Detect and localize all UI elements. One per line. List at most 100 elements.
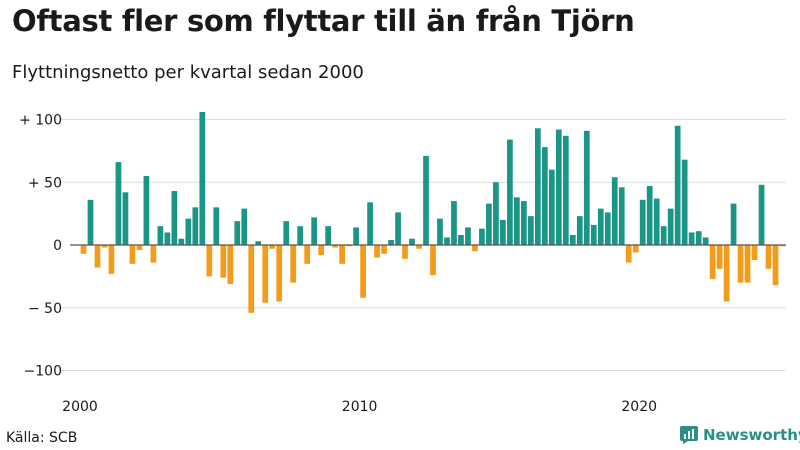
bar	[472, 245, 478, 252]
bar	[702, 237, 709, 245]
bar	[157, 226, 164, 245]
bar	[646, 186, 653, 245]
bar	[779, 245, 786, 247]
bar	[681, 159, 688, 245]
bar	[465, 227, 471, 245]
bar	[458, 234, 464, 245]
bar	[241, 208, 248, 245]
bar	[688, 232, 695, 245]
bar	[430, 245, 436, 276]
bar	[437, 218, 443, 245]
bar	[723, 245, 730, 302]
bar	[115, 162, 122, 245]
bar	[318, 245, 325, 256]
bar	[555, 129, 562, 245]
bar	[248, 245, 255, 313]
bar	[548, 169, 555, 245]
y-tick-label: 0	[53, 238, 62, 254]
bar	[206, 245, 213, 277]
bar	[625, 245, 632, 263]
bar	[660, 226, 667, 245]
bar	[108, 245, 115, 274]
bar	[283, 221, 290, 245]
bar	[639, 199, 646, 245]
bar	[220, 245, 227, 278]
bar	[737, 245, 744, 283]
bars	[80, 111, 786, 313]
source-note: Källa: SCB	[6, 430, 78, 446]
bar	[423, 155, 429, 245]
y-tick-label: + 100	[19, 113, 62, 129]
bar	[611, 177, 618, 245]
bar	[590, 224, 597, 245]
bar	[339, 245, 345, 264]
bar	[653, 198, 660, 245]
bar-chart: + 100 + 50 0 − 50 −100 2000 2010 2020	[19, 111, 786, 415]
bar	[667, 208, 674, 245]
y-tick-label: − 50	[28, 301, 62, 317]
bar	[507, 139, 513, 245]
bar	[199, 111, 206, 245]
bar	[255, 241, 262, 245]
x-tick-label: 2000	[62, 399, 98, 415]
gridlines	[60, 119, 786, 371]
bar	[486, 203, 492, 245]
bar	[604, 212, 611, 245]
bar	[500, 219, 506, 245]
bar	[94, 245, 101, 268]
bar	[716, 245, 723, 269]
bar	[367, 202, 373, 245]
bar	[234, 221, 241, 245]
bar	[744, 245, 751, 283]
bar	[709, 245, 716, 279]
bar	[534, 128, 541, 245]
bar	[772, 245, 779, 286]
bar	[765, 245, 772, 269]
y-tick-label: −100	[24, 364, 62, 380]
x-tick-label: 2010	[342, 399, 378, 415]
bar	[583, 130, 590, 245]
bar	[332, 245, 338, 248]
bar	[395, 212, 401, 245]
bar	[101, 245, 108, 248]
bar	[597, 208, 604, 245]
brand-logo: Newsworthy	[680, 426, 800, 444]
bar	[695, 231, 702, 245]
bar	[80, 245, 87, 254]
bar	[304, 245, 311, 264]
bar	[276, 245, 283, 302]
bar	[262, 245, 269, 303]
bar	[213, 207, 220, 245]
bar	[346, 245, 352, 247]
bar	[444, 237, 450, 245]
bar	[136, 245, 143, 251]
bar	[269, 245, 276, 249]
bar	[122, 192, 129, 245]
bar	[311, 217, 318, 245]
bar	[360, 245, 366, 298]
bar	[290, 245, 297, 283]
bar	[730, 203, 737, 245]
bar	[409, 238, 415, 245]
bar	[674, 125, 681, 245]
bar	[758, 184, 765, 245]
bar	[451, 201, 457, 245]
bar	[528, 216, 534, 245]
bar	[493, 182, 499, 245]
bar	[192, 207, 199, 245]
brand-name: Newsworthy	[703, 426, 800, 444]
bar	[562, 135, 569, 245]
bar	[388, 239, 394, 245]
bar	[297, 226, 304, 245]
bar	[185, 218, 192, 245]
bar	[632, 245, 639, 253]
bar	[353, 227, 359, 245]
y-axis-ticks: + 100 + 50 0 − 50 −100	[19, 113, 62, 380]
bar	[381, 245, 387, 254]
bar	[576, 216, 583, 245]
x-tick-label: 2020	[621, 399, 657, 415]
bar	[150, 245, 157, 263]
bar	[227, 245, 234, 284]
bar	[751, 245, 758, 261]
bar	[618, 187, 625, 245]
